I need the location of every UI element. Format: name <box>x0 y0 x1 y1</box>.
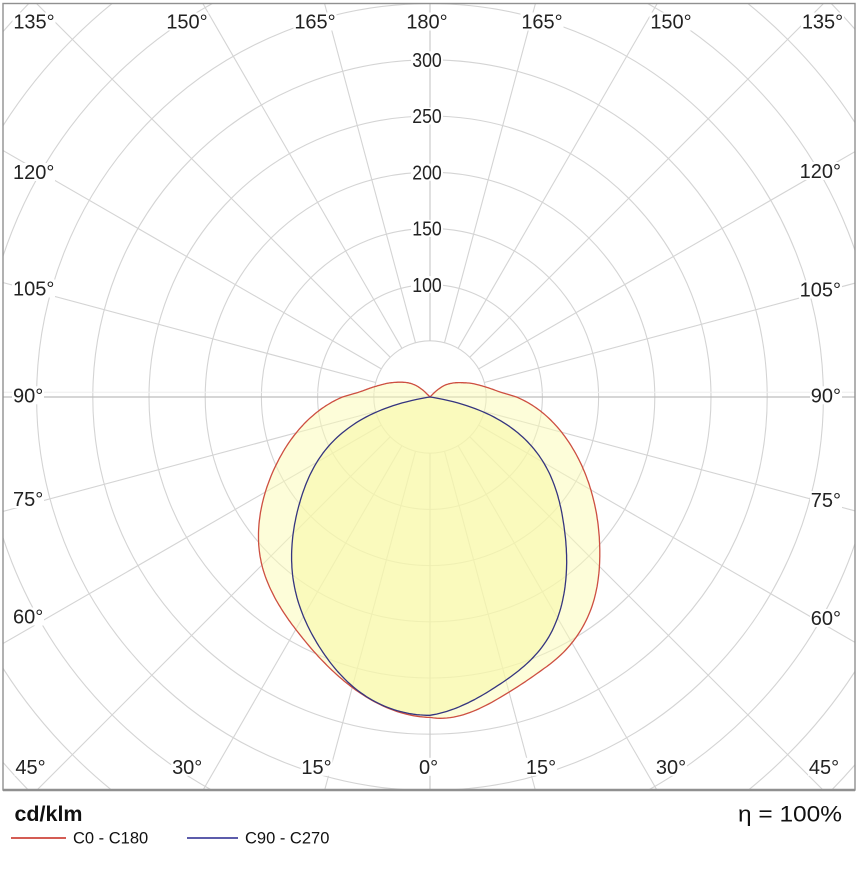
svg-text:120°: 120° <box>13 162 54 184</box>
svg-text:90°: 90° <box>811 386 841 408</box>
svg-text:η = 100%: η = 100% <box>738 801 842 826</box>
svg-text:250: 250 <box>412 106 442 128</box>
svg-text:C0 - C180: C0 - C180 <box>73 830 148 848</box>
svg-text:cd/klm: cd/klm <box>15 803 83 826</box>
svg-text:135°: 135° <box>802 12 843 34</box>
svg-text:180°: 180° <box>406 12 447 34</box>
svg-text:30°: 30° <box>172 757 202 779</box>
svg-text:150°: 150° <box>166 12 207 34</box>
svg-text:C90 - C270: C90 - C270 <box>245 830 329 848</box>
svg-text:165°: 165° <box>294 12 335 34</box>
svg-text:0°: 0° <box>419 757 438 779</box>
svg-text:150: 150 <box>412 219 442 241</box>
svg-text:30°: 30° <box>656 757 686 779</box>
svg-text:105°: 105° <box>800 280 841 302</box>
svg-text:200: 200 <box>412 162 442 184</box>
svg-text:135°: 135° <box>13 12 54 34</box>
svg-text:300: 300 <box>412 50 442 72</box>
svg-text:100: 100 <box>412 275 442 297</box>
svg-text:90°: 90° <box>13 386 43 408</box>
svg-text:165°: 165° <box>521 12 562 34</box>
svg-text:60°: 60° <box>13 607 43 629</box>
svg-text:45°: 45° <box>809 757 839 779</box>
svg-text:75°: 75° <box>811 490 841 512</box>
svg-text:105°: 105° <box>13 279 54 301</box>
svg-text:15°: 15° <box>526 757 556 779</box>
svg-text:45°: 45° <box>15 757 45 779</box>
svg-text:75°: 75° <box>13 489 43 511</box>
svg-text:120°: 120° <box>800 161 841 183</box>
svg-text:60°: 60° <box>811 608 841 630</box>
svg-text:150°: 150° <box>650 12 691 34</box>
svg-text:15°: 15° <box>301 757 331 779</box>
